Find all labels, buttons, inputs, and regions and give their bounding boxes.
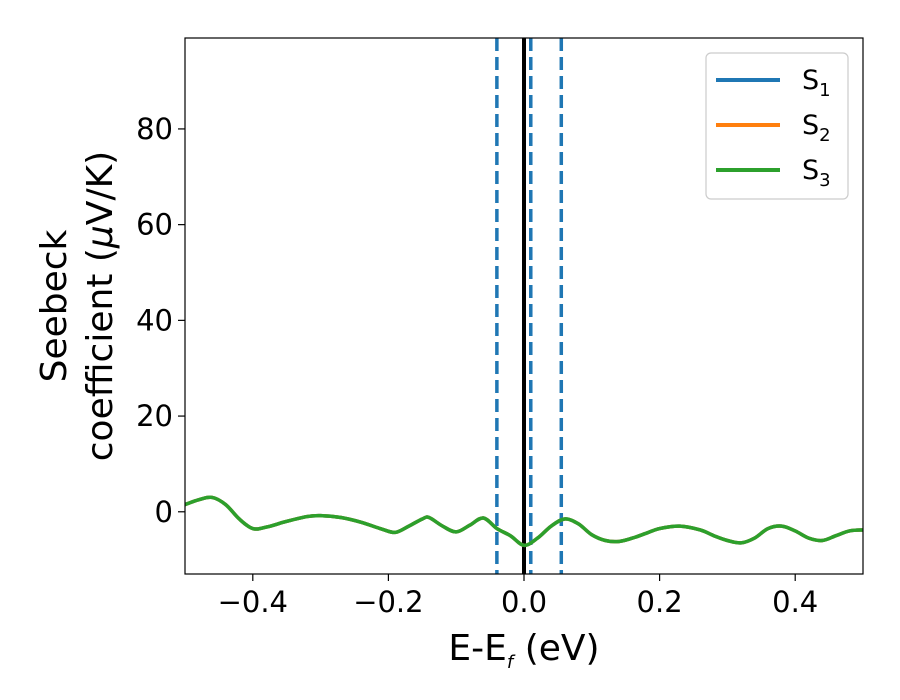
- series-line-s3: [185, 495, 863, 548]
- y-tick-label: 40: [136, 303, 173, 337]
- x-tick-label: −0.4: [218, 585, 288, 619]
- y-axis-label-suffix: V/K): [80, 151, 121, 225]
- legend-label-s2: S2: [802, 110, 831, 146]
- legend: S1 S2 S3: [705, 52, 849, 200]
- y-tick-label: 0: [155, 495, 173, 529]
- vertical-lines: [495, 38, 564, 574]
- series-layer: [185, 495, 863, 548]
- y-tick-label: 20: [136, 399, 173, 433]
- x-tick-label: −0.2: [353, 585, 423, 619]
- y-axis-label-mu: μ: [80, 225, 121, 249]
- x-tick-label: 0.0: [501, 585, 547, 619]
- y-tick-label: 60: [136, 208, 173, 242]
- y-axis: 0 20 40 60 80: [136, 112, 185, 529]
- y-tick-label: 80: [136, 112, 173, 146]
- x-axis-label-suffix: (eV): [513, 628, 599, 669]
- x-axis-label: E-Ef (eV): [448, 628, 599, 673]
- y-axis-label-line2: coefficient (μV/K): [80, 151, 121, 461]
- legend-label-s1: S1: [802, 65, 831, 101]
- x-tick-label: 0.2: [637, 585, 683, 619]
- y-axis-label-line1: Seebeck: [34, 229, 75, 382]
- y-axis-label-main: coefficient (: [80, 248, 121, 461]
- x-axis-label-main: E-E: [448, 628, 506, 669]
- x-tick-label: 0.4: [772, 585, 818, 619]
- x-axis-label-sub: f: [507, 652, 516, 673]
- legend-label-s3: S3: [802, 155, 831, 191]
- x-axis: −0.4 −0.2 0.0 0.2 0.4: [218, 574, 818, 619]
